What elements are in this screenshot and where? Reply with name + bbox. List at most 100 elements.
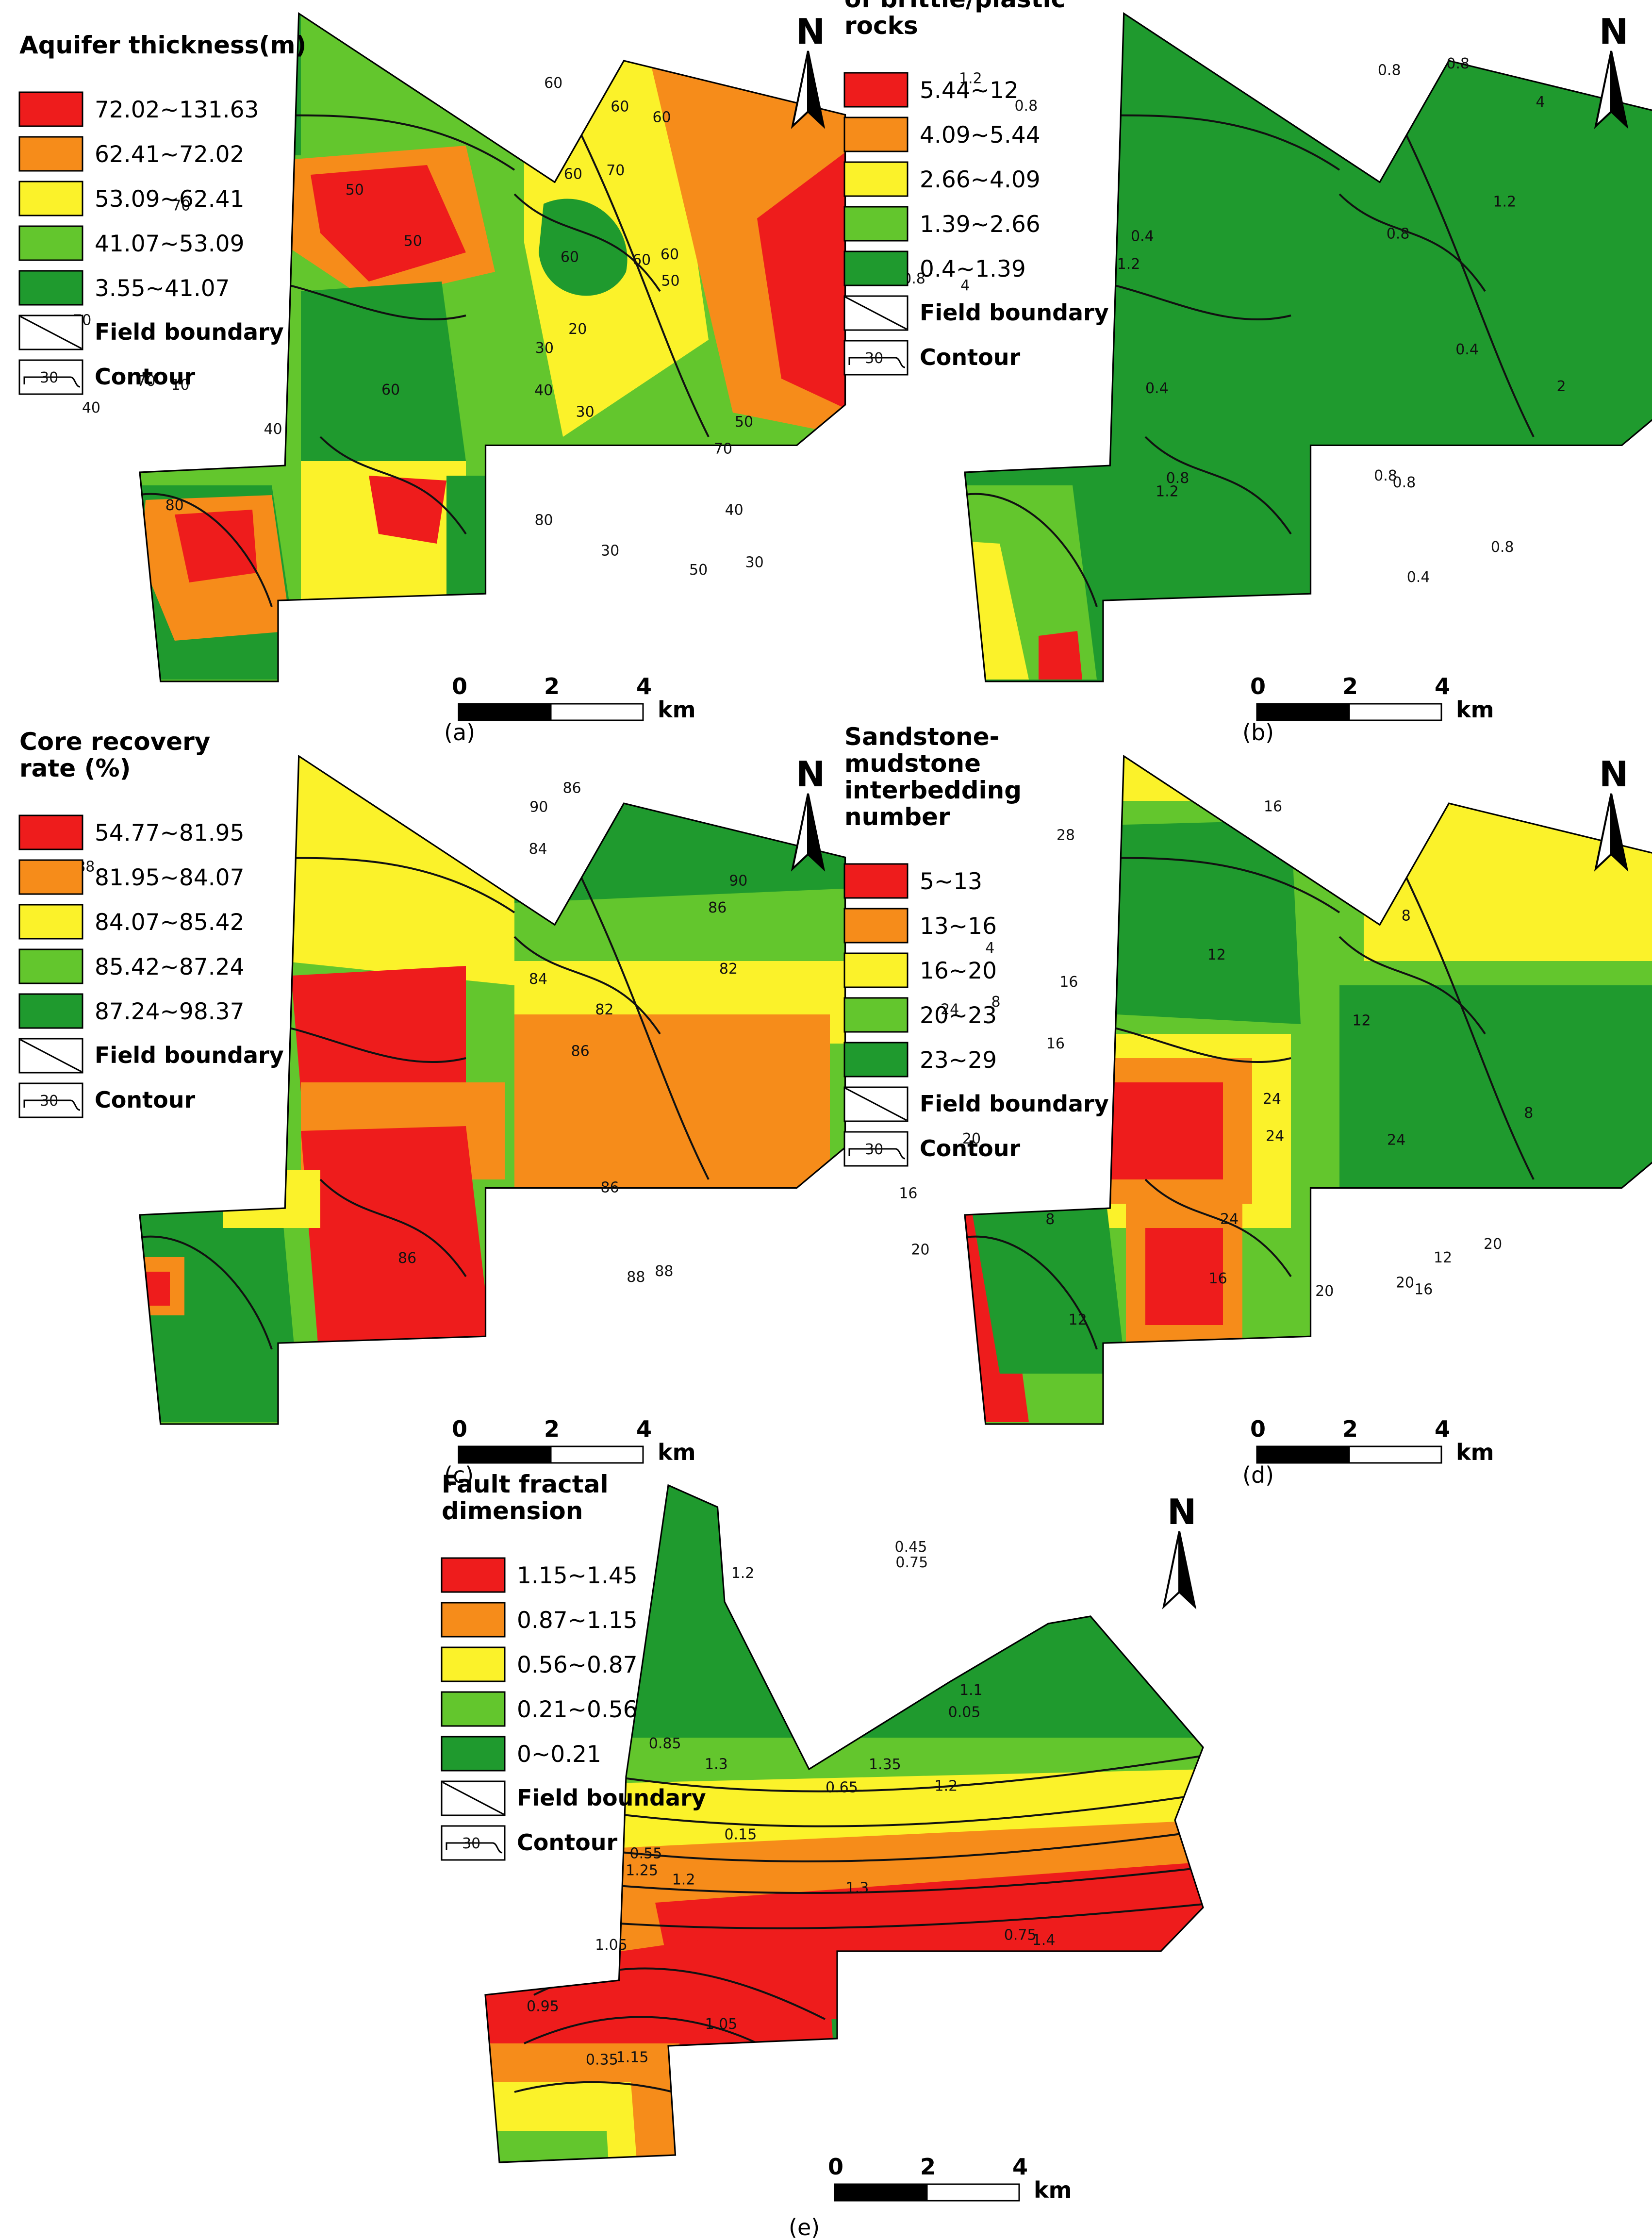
contour-line — [1338, 193, 1486, 292]
contour-label-text: Contour — [95, 364, 195, 390]
field-boundary-glyph — [845, 1087, 907, 1121]
legend-swatch — [843, 161, 909, 197]
contour-glyph — [23, 1099, 81, 1111]
legend-label: 3.55~41.07 — [95, 275, 230, 302]
scale-tick-label: 4 — [636, 673, 652, 699]
scale-unit: km — [658, 697, 696, 723]
legend-label: 0.21~0.56 — [517, 1696, 638, 1723]
field-boundary-line — [139, 754, 846, 1425]
contour-label: 0.8 — [1374, 467, 1397, 484]
north-label: N — [796, 754, 825, 795]
panel-letter: (c) — [444, 1462, 474, 1488]
contour-label: 60 — [611, 98, 629, 115]
contour-label: 88 — [627, 1269, 645, 1286]
contour-label: 1.05 — [705, 2016, 738, 2033]
legend-label: 20~23 — [920, 1002, 997, 1029]
value-zone — [1107, 820, 1301, 1024]
contour-label: 16 — [1264, 798, 1282, 815]
scale-bar: 0 2 4km — [452, 673, 696, 723]
contour-label: 1.15 — [616, 2049, 649, 2066]
contour-label: 0.8 — [1166, 470, 1189, 487]
legend-swatch — [18, 993, 83, 1029]
legend-swatch — [18, 814, 83, 850]
legend-label: 62.41~72.02 — [95, 141, 244, 168]
legend-swatch — [18, 904, 83, 940]
contour-label: 0.8 — [1446, 55, 1470, 72]
contour-sample-label: 30 — [865, 350, 883, 367]
legend-label: 84.07~85.42 — [95, 909, 244, 936]
contour-label: 24 — [1263, 1091, 1281, 1108]
value-zone — [757, 146, 845, 413]
contour-label: 1.3 — [705, 1756, 728, 1773]
legend-swatch — [441, 1736, 506, 1772]
contour-label: 0.45 — [895, 1539, 927, 1556]
scale-unit: km — [1456, 1439, 1494, 1465]
scale-tick-label: 4 — [1435, 1416, 1450, 1442]
contour-label: 60 — [381, 382, 400, 398]
legend-label: 72.02~131.63 — [95, 97, 259, 123]
legend-title: number — [844, 803, 950, 831]
scale-segment-white — [550, 1445, 644, 1464]
contour-line — [319, 436, 467, 535]
scale-bar: 0 2 4km — [452, 1416, 696, 1465]
scale-tick-label: 0 — [1250, 673, 1266, 699]
contour-line — [513, 936, 661, 1035]
contour-label: 4 — [1536, 94, 1545, 111]
contour-label: 40 — [264, 421, 282, 438]
legend-title: Fault fractal — [442, 1470, 609, 1498]
scale-segment-white — [550, 703, 644, 721]
contour-label: 60 — [661, 246, 679, 263]
contour-label: 1.2 — [1117, 256, 1140, 273]
contour-label: 0.8 — [1491, 539, 1514, 556]
legend: Thickness ratioof brittle/plasticrocks5.… — [843, 0, 1109, 376]
legend-swatch — [18, 181, 83, 216]
scale-segment-white — [926, 2183, 1020, 2202]
contour-line — [319, 1178, 467, 1278]
north-label: N — [1599, 11, 1628, 52]
legend-label: 1.15~1.45 — [517, 1562, 638, 1589]
legend-label: 5~13 — [920, 868, 982, 895]
contour-label: 30 — [601, 543, 619, 560]
contour-label: 1.2 — [1156, 483, 1179, 500]
contour-label: 0.4 — [1407, 569, 1430, 586]
contour-label: 16 — [1046, 1035, 1065, 1052]
north-arrow: N — [1594, 11, 1628, 129]
contour-glyph — [23, 376, 81, 388]
contour-label: 20 — [1315, 1283, 1334, 1300]
contour-label: 12 — [1207, 946, 1226, 963]
panel-letter: (b) — [1242, 719, 1274, 746]
legend-swatch — [843, 952, 909, 988]
contour-label: 86 — [601, 1179, 619, 1196]
contour-label-text: Contour — [95, 1087, 195, 1113]
contour-line — [965, 493, 1098, 607]
legend-label: 54.77~81.95 — [95, 820, 244, 846]
contour-label: 40 — [725, 501, 743, 518]
scale-tick-label: 2 — [544, 1416, 560, 1442]
legend-swatch — [18, 270, 83, 306]
legend-swatch — [18, 136, 83, 172]
legend-title: of brittle/plastic — [844, 0, 1065, 13]
legend-swatch — [843, 1042, 909, 1078]
scale-segment-white — [1348, 1445, 1442, 1464]
contour-label: 60 — [652, 109, 671, 126]
contour-labels: 40 50 60 70 80 70 60 50 40 30 20 30 40 30 40 50 60 70 60 50… — [73, 75, 764, 579]
contour-sample-label: 30 — [40, 1093, 58, 1110]
contour-sample-label: 30 — [40, 369, 58, 386]
scale-segment-black — [834, 2183, 928, 2202]
north-arrow: N — [791, 11, 825, 129]
contour-label: 0.75 — [895, 1554, 928, 1571]
legend-swatch — [843, 250, 909, 286]
field-boundary-label: Field boundary — [95, 319, 284, 345]
contour-label: 0.15 — [725, 1826, 757, 1843]
scale-tick-label: 0 — [828, 2154, 843, 2180]
scale-tick-label: 0 — [452, 1416, 467, 1442]
contour-line — [1144, 1178, 1292, 1278]
contour-label: 20 — [962, 1130, 981, 1147]
contour-label: 0.35 — [586, 2051, 618, 2068]
north-label: N — [1599, 754, 1628, 795]
scale-segment-white — [1348, 703, 1442, 721]
contour-label: 1.25 — [626, 1862, 658, 1879]
